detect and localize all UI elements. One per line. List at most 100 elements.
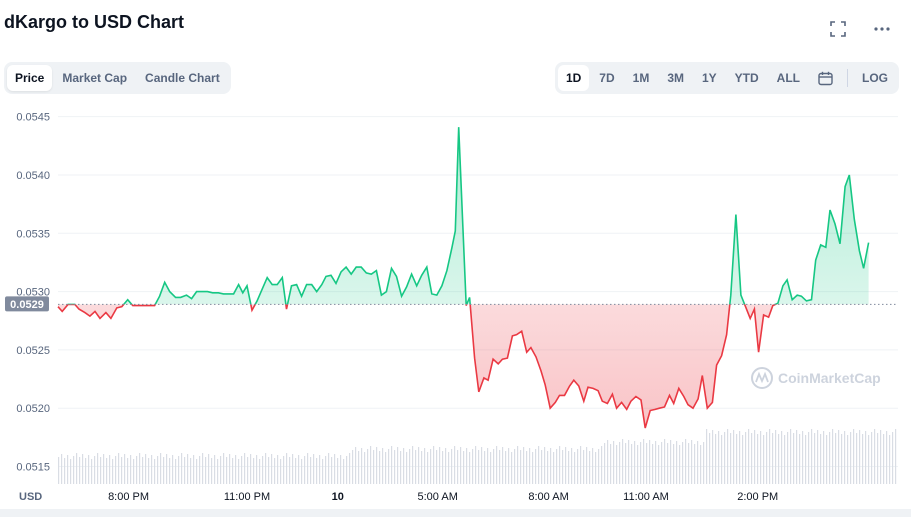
range-ytd[interactable]: YTD <box>734 71 759 85</box>
range-3m[interactable]: 3M <box>667 71 684 85</box>
volume-bar <box>874 429 876 484</box>
volume-bar <box>511 452 513 484</box>
volume-bar <box>877 433 879 484</box>
volume-bar <box>769 429 771 484</box>
x-tick-label: 5:00 AM <box>418 491 458 503</box>
volume-bar <box>529 448 531 484</box>
expand-icon-svg <box>830 21 846 37</box>
volume-bar <box>361 448 363 484</box>
volume-bar <box>703 442 705 484</box>
volume-bar <box>844 431 846 484</box>
volume-bar <box>697 441 699 484</box>
tab-price[interactable]: Price <box>7 65 53 91</box>
volume-bar <box>355 447 357 484</box>
volume-bar <box>103 454 105 484</box>
volume-bar <box>853 429 855 484</box>
more-horizontal-icon[interactable] <box>871 18 893 40</box>
x-tick-label: 8:00 AM <box>528 491 568 503</box>
log-scale-toggle[interactable]: LOG <box>862 71 888 85</box>
volume-bar <box>109 455 111 484</box>
volume-bar <box>493 449 495 484</box>
volume-bar <box>751 433 753 484</box>
volume-bar <box>544 447 546 484</box>
volume-bar <box>181 453 183 484</box>
volume-bar <box>199 456 201 484</box>
range-1m[interactable]: 1M <box>632 71 650 85</box>
volume-bar <box>202 453 204 484</box>
calendar-icon[interactable] <box>810 65 841 91</box>
volume-bar <box>151 455 153 484</box>
volume-bar <box>583 450 585 484</box>
volume-bar <box>292 454 294 484</box>
volume-bar <box>364 452 366 484</box>
volume-bar <box>640 442 642 484</box>
volume-bar <box>421 451 423 484</box>
volume-bar <box>562 450 564 484</box>
tab-market-cap[interactable]: Market Cap <box>62 71 128 85</box>
area-below-reference <box>58 304 776 428</box>
volume-bar <box>79 457 81 484</box>
volume-bar <box>496 446 498 484</box>
volume-bar <box>817 430 819 484</box>
volume-bar <box>85 458 87 484</box>
volume-bar <box>115 456 117 484</box>
volume-bar <box>553 452 555 484</box>
volume-bar <box>205 457 207 484</box>
range-1d[interactable]: 1D <box>557 65 590 91</box>
more-horizontal-icon-svg <box>874 27 890 31</box>
volume-bar <box>760 431 762 484</box>
tab-candle-chart[interactable]: Candle Chart <box>145 71 220 85</box>
volume-bar <box>106 458 108 484</box>
expand-icon[interactable] <box>827 18 849 40</box>
volume-bar <box>616 445 618 484</box>
volume-bar <box>313 454 315 484</box>
volume-bar <box>688 443 690 484</box>
volume-bar <box>850 432 852 484</box>
volume-bar <box>121 457 123 484</box>
volume-bar <box>634 441 636 484</box>
volume-bar <box>811 429 813 484</box>
volume-bar <box>373 450 375 484</box>
volume-bar <box>58 457 60 484</box>
volume-bar <box>694 444 696 484</box>
volume-bar <box>490 452 492 484</box>
volume-bar <box>721 435 723 484</box>
volume-bar <box>787 432 789 484</box>
bottom-scroll-track[interactable] <box>0 509 911 517</box>
volume-bar <box>214 455 216 484</box>
price-lines <box>57 127 870 429</box>
volume-bar <box>709 433 711 484</box>
range-1y[interactable]: 1Y <box>701 71 717 85</box>
volume-bar <box>574 452 576 484</box>
volume-bar <box>775 430 777 484</box>
volume-bar <box>586 447 588 484</box>
volume-bar <box>691 440 693 484</box>
volume-bar <box>757 434 759 484</box>
volume-bar <box>367 449 369 484</box>
volume-bar <box>196 459 198 484</box>
volume-bar <box>862 434 864 484</box>
volume-bar <box>391 446 393 484</box>
x-tick-label: 11:00 PM <box>224 491 270 503</box>
volume-bar <box>259 459 261 484</box>
volume-bar <box>628 440 630 484</box>
volume-bar <box>376 447 378 484</box>
volume-bar <box>598 449 600 484</box>
volume-bar <box>646 443 648 484</box>
volume-bar <box>865 431 867 484</box>
currency-label: USD <box>19 491 42 503</box>
volume-bar <box>514 449 516 484</box>
y-tick-label: 0.0545 <box>16 112 50 124</box>
volume-bar <box>604 443 606 484</box>
volume-bar <box>619 442 621 484</box>
range-7d[interactable]: 7D <box>599 71 615 85</box>
range-all[interactable]: ALL <box>776 71 800 85</box>
volume-bar <box>235 455 237 484</box>
volume-bar <box>601 446 603 484</box>
volume-bar <box>451 449 453 484</box>
volume-bar <box>763 435 765 484</box>
volume-bar <box>343 459 345 484</box>
volume-bar <box>592 448 594 484</box>
volume-bar <box>211 458 213 484</box>
volume-bar <box>352 450 354 484</box>
